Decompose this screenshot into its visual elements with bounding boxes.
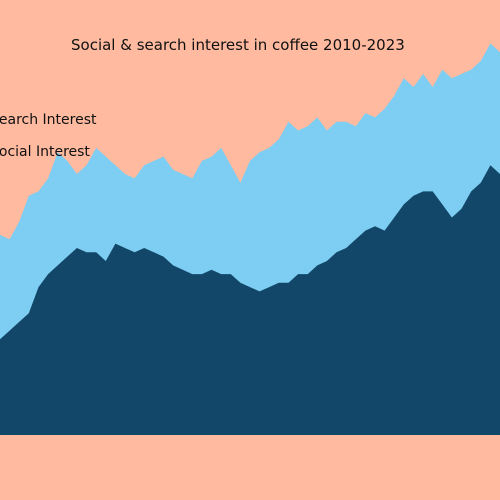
- legend-search-interest: Search Interest: [0, 112, 97, 128]
- legend-social-interest: Social Interest: [0, 144, 90, 160]
- area-social-interest: [0, 165, 500, 436]
- chart-areas: [0, 43, 500, 436]
- chart-title: Social & search interest in coffee 2010-…: [71, 36, 405, 54]
